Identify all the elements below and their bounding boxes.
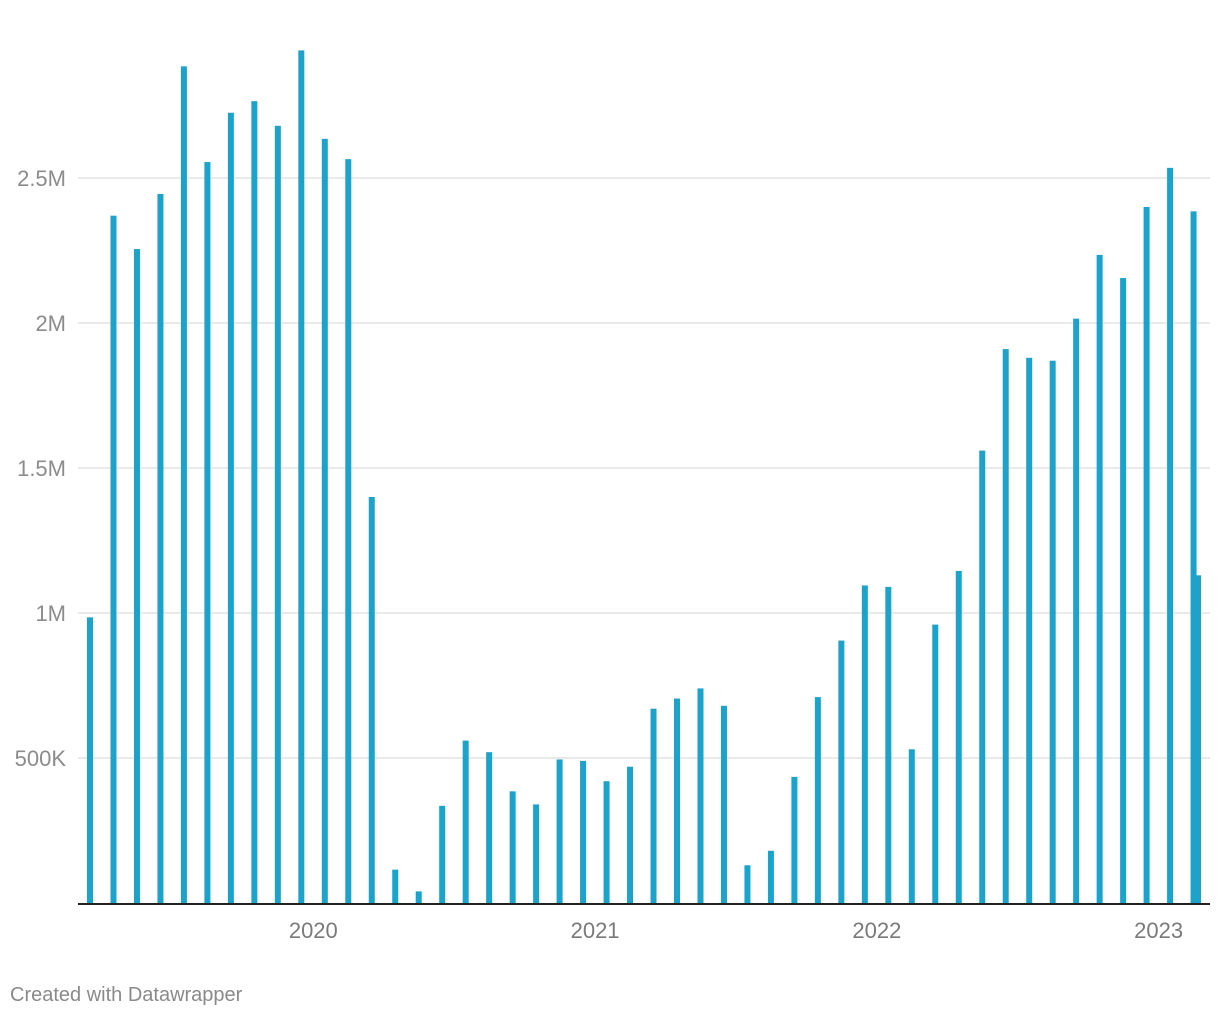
bar-2020-06 — [415, 891, 422, 903]
footer-credit: Created with Datawrapper — [10, 984, 243, 1006]
bar-2019-12 — [274, 125, 281, 904]
x-tick-label: 2021 — [571, 918, 620, 943]
bar-2019-06 — [133, 249, 140, 904]
bar-2021-02 — [603, 781, 610, 903]
bar-2021-12 — [838, 640, 845, 903]
bar-2022-08 — [1026, 357, 1033, 903]
bar-2021-03 — [627, 766, 634, 903]
bar-2022-05 — [955, 570, 962, 903]
x-tick-label: 2023 — [1134, 918, 1183, 943]
bar-2020-02 — [321, 138, 328, 904]
bar-2022-06 — [979, 450, 986, 903]
bar-2021-01 — [580, 760, 587, 903]
bar-2019-07 — [157, 193, 164, 903]
grid-lines — [78, 177, 1210, 759]
bar-2020-09 — [486, 752, 493, 903]
y-tick-label: 2.5M — [17, 166, 66, 191]
bar-2022-01 — [861, 585, 868, 903]
bar-2021-07 — [720, 705, 727, 903]
bar-2022-11 — [1096, 254, 1103, 904]
x-tick-label: 2022 — [852, 918, 901, 943]
bar-2022-12 — [1120, 278, 1127, 903]
x-tick-label: 2020 — [289, 918, 338, 943]
bar-2020-05 — [392, 869, 399, 903]
y-tick-label: 1.5M — [17, 456, 66, 481]
y-tick-label: 2M — [35, 311, 66, 336]
bar-2020-12 — [556, 759, 563, 903]
bar-2022-09 — [1049, 360, 1056, 903]
bar-2019-04 — [87, 617, 93, 903]
bar-2019-09 — [204, 162, 211, 904]
bar-2020-03 — [345, 159, 352, 903]
bar-2023-04 — [1195, 575, 1201, 903]
bar-2020-10 — [509, 791, 516, 903]
bar-2022-02 — [885, 586, 892, 903]
bar-2020-07 — [439, 805, 446, 903]
bar-2022-04 — [932, 624, 939, 903]
bars — [87, 50, 1201, 904]
y-tick-label: 500K — [15, 746, 67, 771]
bar-2020-04 — [368, 497, 375, 903]
bar-2021-08 — [744, 865, 751, 903]
bar-2023-03 — [1190, 211, 1197, 904]
bar-chart: 500K 1M 1.5M 2M 2.5M 2020 2021 2022 2023 — [15, 50, 1210, 943]
bar-2019-10 — [227, 112, 234, 903]
bar-2021-04 — [650, 708, 657, 903]
bar-2019-11 — [251, 101, 258, 903]
y-axis-tick-labels: 500K 1M 1.5M 2M 2.5M — [15, 166, 67, 771]
bar-2019-08 — [180, 66, 187, 904]
bar-2021-05 — [674, 698, 680, 903]
bar-2022-03 — [908, 749, 915, 903]
bar-2023-02 — [1167, 167, 1174, 904]
bar-2020-11 — [533, 804, 540, 903]
bar-2021-06 — [697, 688, 704, 903]
bar-2021-10 — [791, 776, 798, 903]
bar-2022-07 — [1002, 349, 1009, 904]
y-tick-label: 1M — [35, 601, 66, 626]
x-axis-tick-labels: 2020 2021 2022 2023 — [289, 918, 1183, 943]
bar-2020-01 — [298, 50, 305, 903]
bar-2023-01 — [1143, 207, 1150, 903]
bar-2021-09 — [767, 850, 774, 903]
bar-2022-10 — [1073, 318, 1080, 903]
bar-2019-05 — [110, 215, 117, 903]
bar-2020-08 — [462, 740, 469, 903]
bar-2021-11 — [814, 697, 821, 903]
